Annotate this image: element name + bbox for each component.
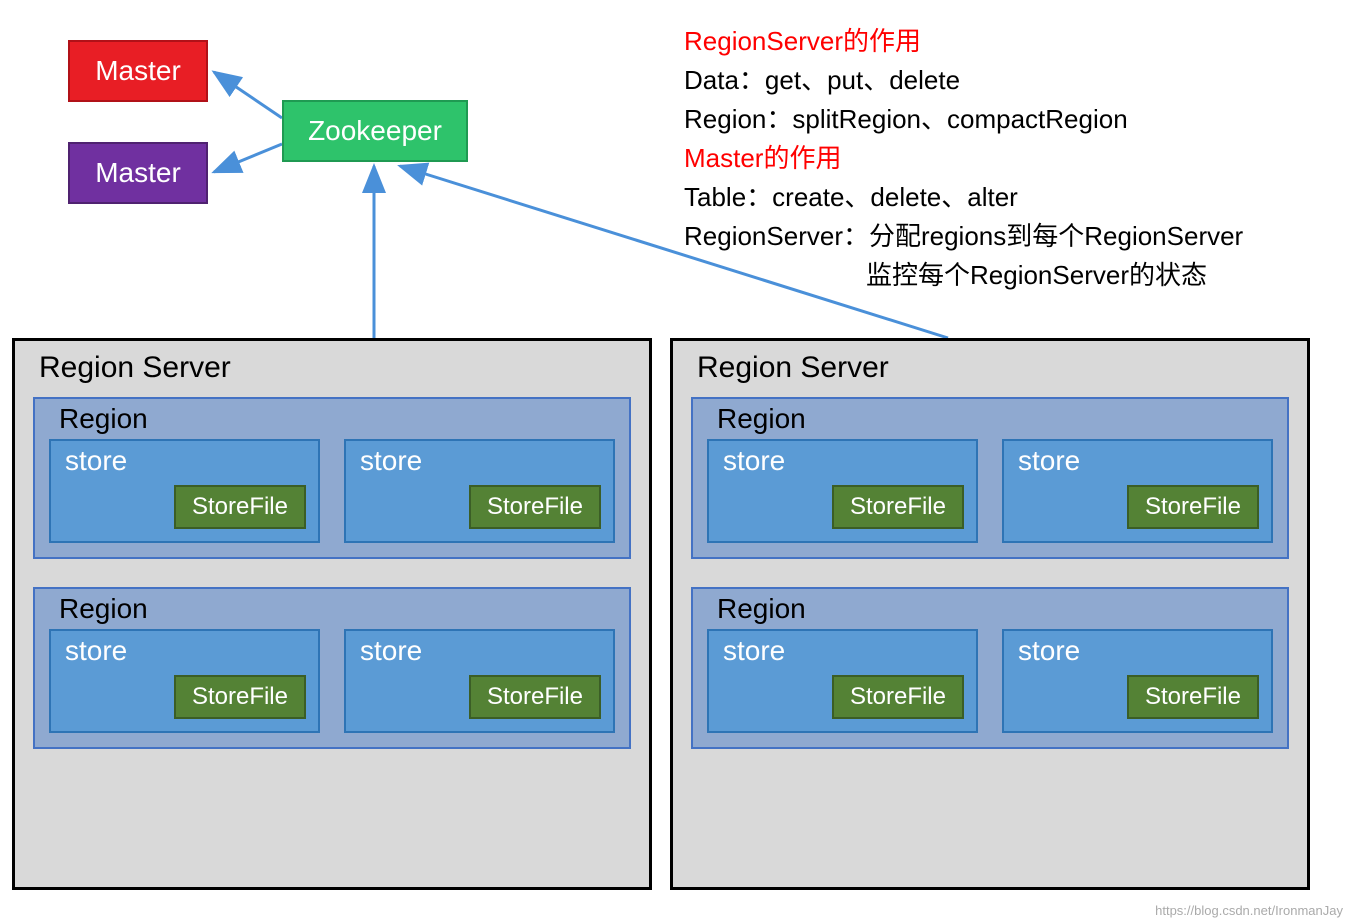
- store-1b-2: store StoreFile: [344, 629, 615, 733]
- notes-rs-data: Data：get、put、delete: [684, 61, 1243, 100]
- master-active-node: Master: [68, 40, 208, 102]
- store-1a-2-title: store: [358, 445, 601, 477]
- notes-master-rs2: 监控每个RegionServer的状态: [684, 256, 1243, 295]
- notes-master-heading: Master的作用: [684, 139, 1243, 178]
- storefile-1a-2: StoreFile: [469, 485, 601, 529]
- storefile-1b-2: StoreFile: [469, 675, 601, 719]
- watermark-text: https://blog.csdn.net/IronmanJay: [1155, 903, 1343, 918]
- region-2a-title: Region: [707, 403, 1273, 439]
- region-1b-stores: store StoreFile store StoreFile: [49, 629, 615, 733]
- store-1b-2-title: store: [358, 635, 601, 667]
- notes-rs-region: Region：splitRegion、compactRegion: [684, 100, 1243, 139]
- store-2b-1-title: store: [721, 635, 964, 667]
- store-1a-1: store StoreFile: [49, 439, 320, 543]
- master-standby-node: Master: [68, 142, 208, 204]
- region-1a-title: Region: [49, 403, 615, 439]
- storefile-2b-1: StoreFile: [832, 675, 964, 719]
- region-1b-title: Region: [49, 593, 615, 629]
- zookeeper-label: Zookeeper: [308, 115, 442, 147]
- region-1a: Region store StoreFile store StoreFile: [33, 397, 631, 559]
- store-1a-2: store StoreFile: [344, 439, 615, 543]
- store-2a-2: store StoreFile: [1002, 439, 1273, 543]
- region-server-1: Region Server Region store StoreFile sto…: [12, 338, 652, 890]
- store-1a-1-title: store: [63, 445, 306, 477]
- store-2a-2-title: store: [1016, 445, 1259, 477]
- store-2b-1: store StoreFile: [707, 629, 978, 733]
- region-2a-stores: store StoreFile store StoreFile: [707, 439, 1273, 543]
- notes-master-rs1: RegionServer：分配regions到每个RegionServer: [684, 217, 1243, 256]
- region-server-2-title: Region Server: [691, 349, 1289, 391]
- region-1b: Region store StoreFile store StoreFile: [33, 587, 631, 749]
- region-2b-title: Region: [707, 593, 1273, 629]
- master-active-label: Master: [95, 55, 181, 87]
- region-server-2: Region Server Region store StoreFile sto…: [670, 338, 1310, 890]
- region-2b-stores: store StoreFile store StoreFile: [707, 629, 1273, 733]
- arrow-zk-master1: [214, 72, 282, 118]
- storefile-2b-2: StoreFile: [1127, 675, 1259, 719]
- storefile-1b-1: StoreFile: [174, 675, 306, 719]
- store-2a-1-title: store: [721, 445, 964, 477]
- store-1b-1: store StoreFile: [49, 629, 320, 733]
- arrow-zk-master2: [214, 144, 282, 172]
- store-1b-1-title: store: [63, 635, 306, 667]
- notes-master-table: Table：create、delete、alter: [684, 178, 1243, 217]
- zookeeper-node: Zookeeper: [282, 100, 468, 162]
- region-2b: Region store StoreFile store StoreFile: [691, 587, 1289, 749]
- store-2a-1: store StoreFile: [707, 439, 978, 543]
- storefile-2a-1: StoreFile: [832, 485, 964, 529]
- storefile-1a-1: StoreFile: [174, 485, 306, 529]
- store-2b-2-title: store: [1016, 635, 1259, 667]
- region-server-1-title: Region Server: [33, 349, 631, 391]
- master-standby-label: Master: [95, 157, 181, 189]
- notes-rs-heading: RegionServer的作用: [684, 22, 1243, 61]
- notes-block: RegionServer的作用 Data：get、put、delete Regi…: [684, 22, 1243, 295]
- storefile-2a-2: StoreFile: [1127, 485, 1259, 529]
- region-1a-stores: store StoreFile store StoreFile: [49, 439, 615, 543]
- store-2b-2: store StoreFile: [1002, 629, 1273, 733]
- region-2a: Region store StoreFile store StoreFile: [691, 397, 1289, 559]
